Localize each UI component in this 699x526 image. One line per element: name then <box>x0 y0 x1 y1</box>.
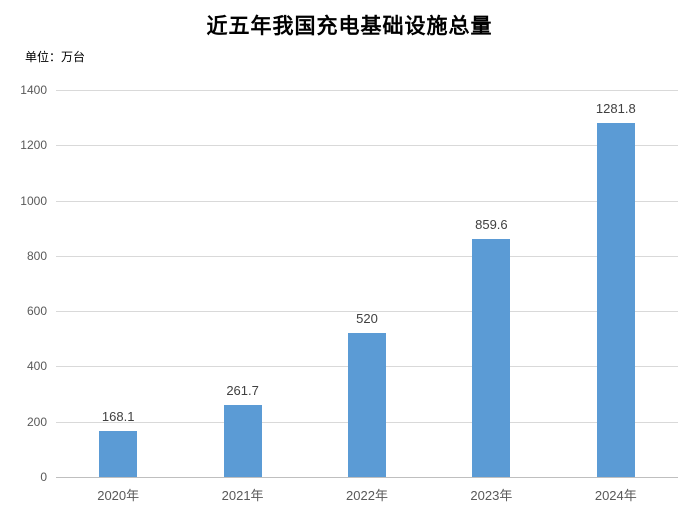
data-label: 1281.8 <box>595 100 636 116</box>
data-label: 859.6 <box>475 217 508 233</box>
y-tick-label: 1200 <box>20 138 47 153</box>
bar-2020年 <box>99 430 138 477</box>
gridline <box>56 200 678 202</box>
data-label: 261.7 <box>226 382 259 398</box>
y-tick-label: 0 <box>40 470 47 484</box>
gridline <box>56 311 678 313</box>
y-tick-label: 400 <box>26 359 47 374</box>
y-tick-label: 1000 <box>20 193 47 208</box>
x-tick-label: 2022年 <box>346 488 388 503</box>
x-tick-label: 2023年 <box>470 488 513 503</box>
bar-2022年 <box>348 333 386 477</box>
y-tick-label: 800 <box>26 248 47 263</box>
data-label: 168.1 <box>101 408 135 424</box>
y-tick-label: 1400 <box>20 83 47 97</box>
x-axis-line <box>56 477 678 478</box>
gridline <box>56 255 678 257</box>
x-tick-label: 2021年 <box>221 488 264 503</box>
data-label: 520 <box>356 311 378 327</box>
gridline <box>56 145 678 147</box>
x-tick-label: 2020年 <box>97 488 140 503</box>
bar-2023年 <box>472 239 511 477</box>
x-tick-label: 2024年 <box>594 488 637 503</box>
y-tick-label: 200 <box>26 414 47 429</box>
plot-area: 0 200 400 600 800 1000 1200 1400 168.1 2020年 261.7… <box>20 83 678 503</box>
chart-title: 近五年我国充电基础设施总量 <box>206 13 493 38</box>
unit-label: 单位：万台 <box>25 50 86 64</box>
y-tick-label: 600 <box>26 304 47 319</box>
bar-2021年 <box>223 404 262 477</box>
gridline <box>56 90 678 91</box>
bar-2024年 <box>596 122 635 477</box>
